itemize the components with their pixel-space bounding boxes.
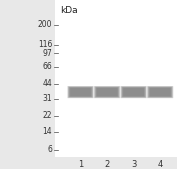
FancyBboxPatch shape <box>70 88 92 97</box>
Text: 6: 6 <box>47 145 52 154</box>
FancyBboxPatch shape <box>67 86 94 98</box>
FancyBboxPatch shape <box>55 0 177 157</box>
Text: 2: 2 <box>104 160 110 169</box>
FancyBboxPatch shape <box>121 86 147 98</box>
Text: 22: 22 <box>43 111 52 120</box>
Text: 31: 31 <box>43 94 52 103</box>
FancyBboxPatch shape <box>150 88 170 96</box>
Text: 1: 1 <box>78 160 83 169</box>
FancyBboxPatch shape <box>97 88 117 96</box>
FancyBboxPatch shape <box>123 88 144 96</box>
Text: 14: 14 <box>43 127 52 136</box>
FancyBboxPatch shape <box>147 86 173 98</box>
FancyBboxPatch shape <box>94 86 120 98</box>
FancyBboxPatch shape <box>95 87 119 97</box>
Text: 116: 116 <box>38 40 52 49</box>
FancyBboxPatch shape <box>149 87 172 97</box>
FancyBboxPatch shape <box>148 87 173 98</box>
Text: 44: 44 <box>42 79 52 88</box>
FancyBboxPatch shape <box>68 87 93 98</box>
Text: 97: 97 <box>42 49 52 58</box>
FancyBboxPatch shape <box>70 88 91 96</box>
FancyBboxPatch shape <box>95 87 119 98</box>
Text: 4: 4 <box>158 160 163 169</box>
Text: kDa: kDa <box>60 6 78 15</box>
FancyBboxPatch shape <box>123 88 145 97</box>
FancyBboxPatch shape <box>69 87 92 97</box>
FancyBboxPatch shape <box>149 88 171 97</box>
FancyBboxPatch shape <box>96 88 118 97</box>
Text: 3: 3 <box>131 160 136 169</box>
Text: 200: 200 <box>38 20 52 29</box>
FancyBboxPatch shape <box>121 87 146 98</box>
FancyBboxPatch shape <box>122 87 145 97</box>
Text: 66: 66 <box>42 62 52 71</box>
